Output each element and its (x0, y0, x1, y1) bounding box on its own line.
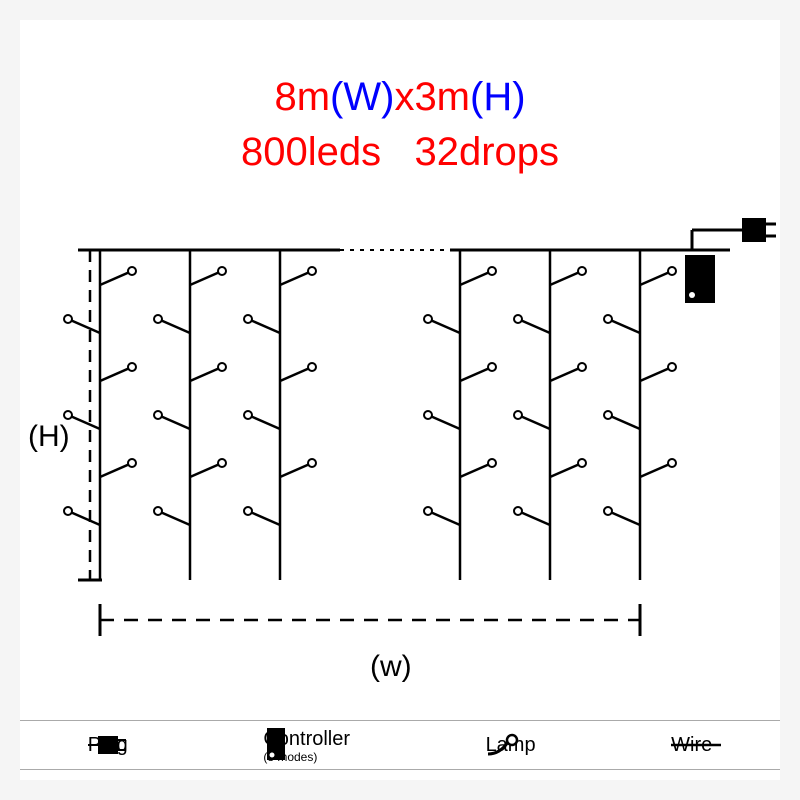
legend-plug: Plug (88, 734, 128, 757)
wire-icon (671, 740, 721, 750)
height-axis-label: (H) (28, 420, 70, 454)
width-axis-label: (w) (370, 650, 412, 684)
legend-wire: Wire (671, 734, 712, 757)
plug-icon (88, 730, 128, 760)
curtain-diagram (20, 20, 780, 720)
legend-lamp: Lamp (486, 734, 536, 757)
legend-controller: Controller (8 modes) (263, 728, 350, 763)
lamp-icon (486, 732, 530, 758)
legend: Plug Controller (8 modes) Lamp Wire (20, 720, 780, 770)
controller-icon (263, 726, 289, 764)
diagram-canvas: 8m(W)x3m(H) 800leds 32drops (H) (w) Plug (20, 20, 780, 780)
